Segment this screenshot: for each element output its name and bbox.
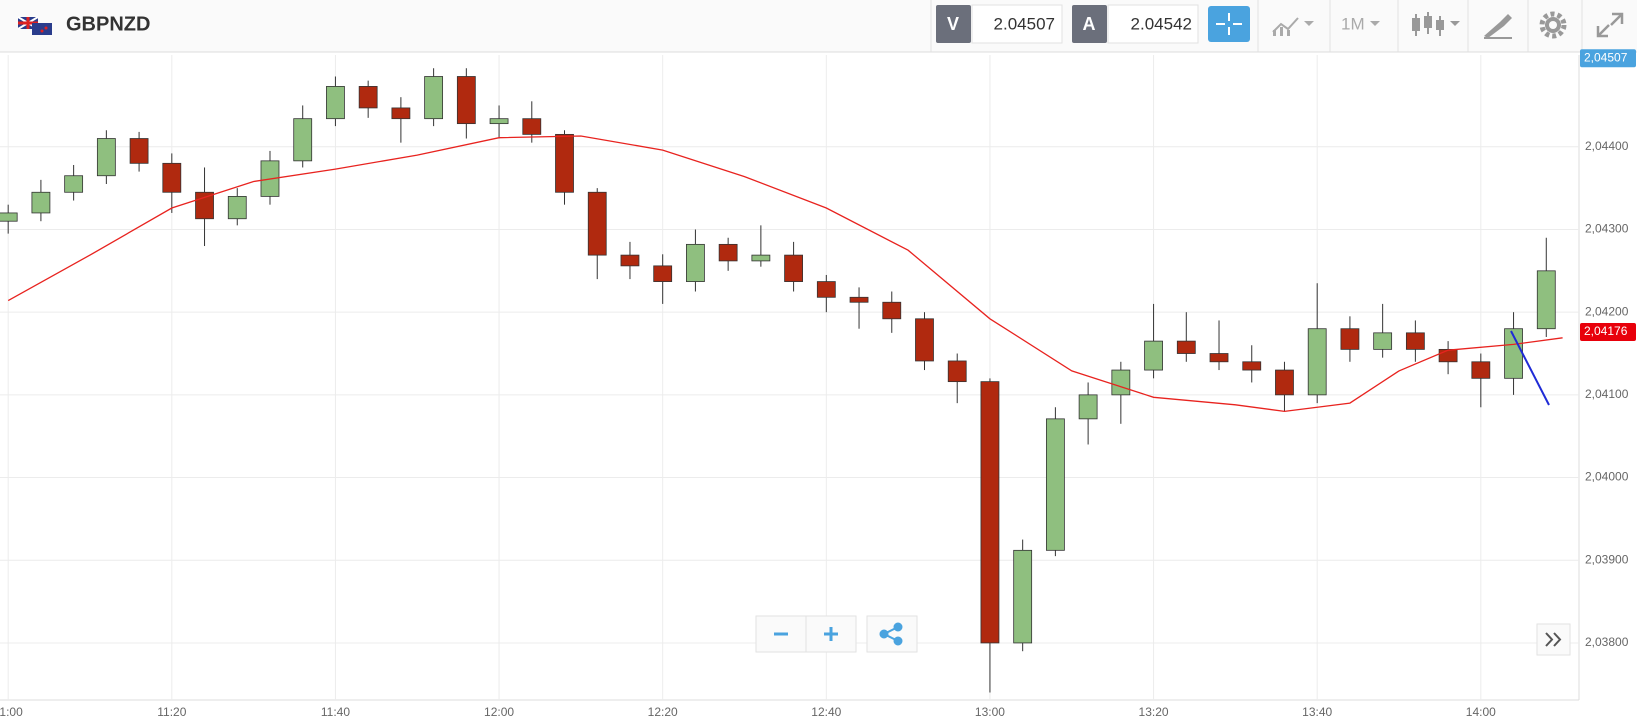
flag-icon <box>17 16 52 35</box>
candle-body <box>0 212 18 222</box>
candle-body <box>816 281 836 298</box>
candle-body <box>358 86 378 109</box>
candle-body <box>162 162 182 193</box>
candle-body <box>96 138 116 177</box>
x-tick-label: 12:20 <box>648 705 678 719</box>
candle-body <box>1373 332 1393 350</box>
candle-body <box>784 254 803 282</box>
x-tick-label: 13:00 <box>975 705 1005 719</box>
candle-body <box>1438 348 1458 363</box>
sell-price-box[interactable] <box>971 4 1063 44</box>
fullscreen-button[interactable] <box>1596 12 1624 38</box>
x-tick-label: 13:20 <box>1139 705 1169 719</box>
settings-button[interactable] <box>1539 11 1567 39</box>
candle-body <box>1176 340 1196 354</box>
candle-body <box>1340 328 1360 350</box>
x-tick-label: 11:40 <box>321 705 350 719</box>
candle-body <box>391 107 411 120</box>
candle-body <box>882 301 902 320</box>
buy-button[interactable] <box>1072 5 1107 43</box>
share-button[interactable] <box>866 615 918 653</box>
candle-body <box>1111 369 1131 396</box>
y-tick-label: 2,03800 <box>1585 635 1629 649</box>
candle-body <box>1144 340 1163 371</box>
x-tick-label: 11:00 <box>0 705 23 719</box>
candle-body <box>424 76 444 120</box>
candle-body <box>293 118 313 162</box>
candle-body <box>522 118 542 135</box>
y-tick-label: 2,04000 <box>1585 470 1629 484</box>
moving-average-line <box>7 135 1563 413</box>
sell-button[interactable] <box>936 5 971 43</box>
candle-body <box>64 175 84 193</box>
buy-price-box[interactable] <box>1107 4 1199 44</box>
scroll-to-end-button[interactable] <box>1536 623 1571 656</box>
candle-body <box>587 191 607 256</box>
zoom-controls <box>755 615 918 653</box>
timeframe-caret <box>1370 21 1380 26</box>
overlay-price-tag-label: 2,04176 <box>1584 324 1628 338</box>
candle-body <box>1045 418 1065 551</box>
last-price-tag <box>1580 49 1636 68</box>
x-tick-label: 13:40 <box>1302 705 1332 719</box>
candle-body <box>456 76 476 125</box>
candle-body <box>1307 328 1327 396</box>
y-tick-label: 2,04400 <box>1585 139 1629 153</box>
candle-body <box>686 243 705 282</box>
candle-body <box>1536 270 1556 330</box>
plot-background <box>0 55 1579 700</box>
crosshair-button[interactable] <box>1208 6 1250 42</box>
buy-label: A <box>1083 14 1096 34</box>
overlay-price-tag <box>1580 323 1636 342</box>
candle-body <box>1405 332 1425 350</box>
x-tick-label: 12:40 <box>811 705 841 719</box>
candle-body <box>1078 394 1098 420</box>
timeframe[interactable]: 1M <box>1341 14 1365 33</box>
candle-body <box>653 265 673 282</box>
candle-body <box>915 318 934 362</box>
sell-label: V <box>947 14 959 34</box>
candle-body <box>129 138 149 164</box>
buy-price: 2.04542 <box>1131 14 1192 33</box>
y-tick-label: 2,04200 <box>1585 304 1629 318</box>
x-tick-label: 12:00 <box>484 705 514 719</box>
candle-body <box>1013 549 1033 644</box>
share-icon <box>879 622 903 646</box>
draw-button[interactable] <box>1484 14 1512 39</box>
candle-body <box>1275 369 1294 396</box>
y-tick-label: 2,04300 <box>1585 222 1629 236</box>
x-tick-label: 11:20 <box>157 705 186 719</box>
candle-body <box>489 118 509 125</box>
y-tick-label: 2,03900 <box>1585 552 1629 566</box>
chart-type-button[interactable] <box>1412 12 1460 36</box>
candle-body <box>620 254 640 267</box>
toolbar <box>0 0 1637 52</box>
x-tick-label: 14:00 <box>1466 705 1496 719</box>
sell-price: 2.04507 <box>994 14 1055 33</box>
candle-body <box>980 381 1000 644</box>
candle-body <box>195 191 214 220</box>
candle-body <box>31 191 51 214</box>
indicators-button[interactable] <box>1272 17 1314 36</box>
symbol: GBPNZD <box>66 13 150 35</box>
candle-body <box>718 243 738 262</box>
candle-body <box>751 254 771 262</box>
candle-body <box>227 196 247 220</box>
drawn-trendline <box>1510 330 1550 406</box>
candle-body <box>947 360 967 383</box>
candle-body <box>1242 361 1262 371</box>
plot-area: 2,03800 2,03900 2,04000 2,04100 2,04200 2,043… <box>0 49 1636 719</box>
y-tick-label: 2,04100 <box>1585 387 1629 401</box>
candle-body <box>555 133 574 193</box>
candle-body <box>1471 361 1491 379</box>
candle-body <box>326 86 345 120</box>
last-price-tag-label: 2,04507 <box>1584 50 1628 64</box>
candle-body <box>1209 353 1229 363</box>
candle-body <box>849 296 869 303</box>
